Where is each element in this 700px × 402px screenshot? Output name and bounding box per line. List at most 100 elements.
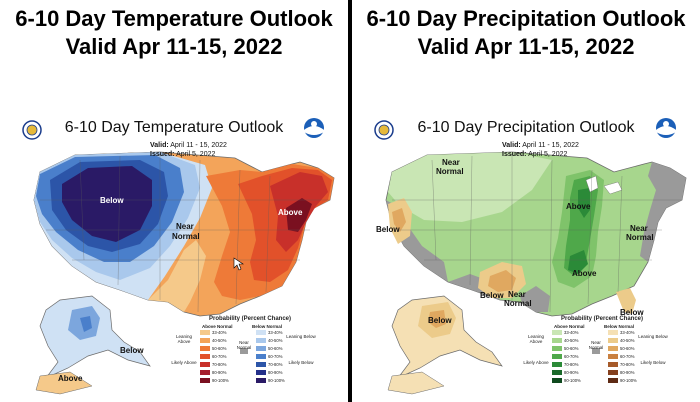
precipitation-valid-dates: Valid Apr 11-15, 2022 <box>417 34 635 59</box>
temperature-legend-label: 80-90% <box>268 370 283 375</box>
precipitation-legend-swatch <box>608 330 618 335</box>
legend-col1-head: Above Normal <box>202 324 233 329</box>
label-alaska-above: Above <box>58 374 83 383</box>
temperature-map-title: 6-10 Day Temperature Outlook <box>64 119 284 136</box>
issued-label: Issued: <box>502 151 527 158</box>
legend-leaning-above: Leaning Above <box>527 334 545 344</box>
temperature-legend-swatch <box>200 370 210 375</box>
precipitation-legend-swatch <box>552 378 562 383</box>
precipitation-legend-swatch <box>552 338 562 343</box>
legend-col2-head: Below Normal <box>604 324 635 329</box>
label-above-south: Above <box>572 269 597 278</box>
temperature-legend-swatch <box>200 330 210 335</box>
temperature-legend-swatch <box>256 346 266 351</box>
label-near: Near <box>176 222 194 231</box>
temperature-legend-swatch <box>200 346 210 351</box>
panel-divider <box>348 0 352 402</box>
label-normal: Normal <box>172 232 200 241</box>
legend-leaning-below: Leaning Below <box>286 334 316 339</box>
temperature-legend-label: 70-80% <box>268 362 283 367</box>
temperature-valid-dates: Valid Apr 11-15, 2022 <box>65 34 283 59</box>
precipitation-valid-block: Valid: April 11 - 15, 2022 Issued: April… <box>502 141 579 159</box>
temperature-legend-swatch <box>256 370 266 375</box>
valid-value: April 11 - 15, 2022 <box>522 142 579 149</box>
temperature-legend-label: 60-70% <box>212 354 227 359</box>
precipitation-legend-swatch <box>552 362 562 367</box>
temperature-legend: Probability (Percent Chance) Above Norma… <box>170 316 340 396</box>
precipitation-legend-label: 33-40% <box>564 330 579 335</box>
precipitation-legend-label: 60-70% <box>620 354 635 359</box>
legend-near-normal-swatch <box>240 348 248 354</box>
precipitation-legend-label: 50-60% <box>620 346 635 351</box>
precipitation-headline: 6-10 Day Precipitation Outlook <box>366 6 686 31</box>
temperature-headline: 6-10 Day Temperature Outlook <box>15 6 333 31</box>
precipitation-legend-label: 40-50% <box>620 338 635 343</box>
issued-value: April 5, 2022 <box>528 151 568 158</box>
temperature-legend-swatch <box>200 354 210 359</box>
precipitation-legend-label: 60-70% <box>564 354 579 359</box>
temperature-legend-label: 40-50% <box>268 338 283 343</box>
precipitation-legend-label: 50-60% <box>564 346 579 351</box>
temperature-legend-label: 80-90% <box>212 370 227 375</box>
temperature-legend-label: 60-70% <box>268 354 283 359</box>
precipitation-legend-swatch <box>608 362 618 367</box>
precipitation-legend-swatch <box>608 354 618 359</box>
precipitation-legend-label: 80-90% <box>564 370 579 375</box>
temperature-legend-swatch <box>200 378 210 383</box>
legend-likely-above: Likely Above <box>171 360 197 365</box>
legend-near-normal: Near Normal <box>588 340 604 350</box>
precipitation-map <box>374 118 687 395</box>
temperature-legend-swatch <box>256 362 266 367</box>
precipitation-legend-label: 70-80% <box>564 362 579 367</box>
issued-label: Issued: <box>150 151 175 158</box>
legend-likely-below: Likely Below <box>640 360 666 365</box>
label-above-north: Above <box>566 202 591 211</box>
label-normal-east: Normal <box>626 233 654 242</box>
alaska <box>391 295 503 379</box>
precipitation-legend-label: 90-100% <box>564 378 581 383</box>
label-near-east: Near <box>630 224 648 233</box>
precipitation-legend-label: 90-100% <box>620 378 637 383</box>
label-below-florida: Below <box>620 308 644 317</box>
precipitation-legend: Probability (Percent Chance) Above Norma… <box>522 316 692 396</box>
label-below: Below <box>100 196 124 205</box>
temperature-legend-label: 90-100% <box>268 378 285 383</box>
temperature-legend-swatch <box>256 330 266 335</box>
precipitation-legend-label: 70-80% <box>620 362 635 367</box>
legend-leaning-above: Leaning Above <box>175 334 193 344</box>
legend-near-normal: Near Normal <box>236 340 252 350</box>
valid-value: April 11 - 15, 2022 <box>170 142 227 149</box>
temperature-legend-label: 40-50% <box>212 338 227 343</box>
legend-near-normal-swatch <box>592 348 600 354</box>
temperature-legend-label: 50-60% <box>268 346 283 351</box>
legend-title: Probability (Percent Chance) <box>208 316 292 322</box>
label-alaska-below: Below <box>120 346 144 355</box>
temperature-legend-label: 33-40% <box>268 330 283 335</box>
precipitation-legend-swatch <box>608 346 618 351</box>
label-above: Above <box>278 208 303 217</box>
legend-likely-above: Likely Above <box>523 360 549 365</box>
legend-col1-head: Above Normal <box>554 324 585 329</box>
label-normal-south: Normal <box>504 299 532 308</box>
precipitation-legend-swatch <box>552 354 562 359</box>
temperature-legend-swatch <box>200 362 210 367</box>
precipitation-legend-swatch <box>552 330 562 335</box>
label-normal-north: Normal <box>436 167 464 176</box>
temperature-legend-label: 50-60% <box>212 346 227 351</box>
temperature-legend-label: 70-80% <box>212 362 227 367</box>
label-near-south: Near <box>508 290 526 299</box>
noaa-logo-icon <box>304 118 324 138</box>
label-alaska-below: Below <box>428 316 452 325</box>
valid-label: Valid: <box>502 142 521 149</box>
precipitation-legend-swatch <box>608 370 618 375</box>
precipitation-legend-swatch <box>552 370 562 375</box>
legend-col2-head: Below Normal <box>252 324 283 329</box>
precipitation-panel: 6-10 Day Precipitation Outlook Valid Apr… <box>352 0 700 402</box>
label-below-west: Below <box>376 225 400 234</box>
precipitation-legend-swatch <box>552 346 562 351</box>
label-near-north: Near <box>442 158 460 167</box>
temperature-map <box>22 118 335 395</box>
precipitation-legend-label: 80-90% <box>620 370 635 375</box>
issued-value: April 5, 2022 <box>176 151 216 158</box>
precipitation-legend-label: 40-50% <box>564 338 579 343</box>
